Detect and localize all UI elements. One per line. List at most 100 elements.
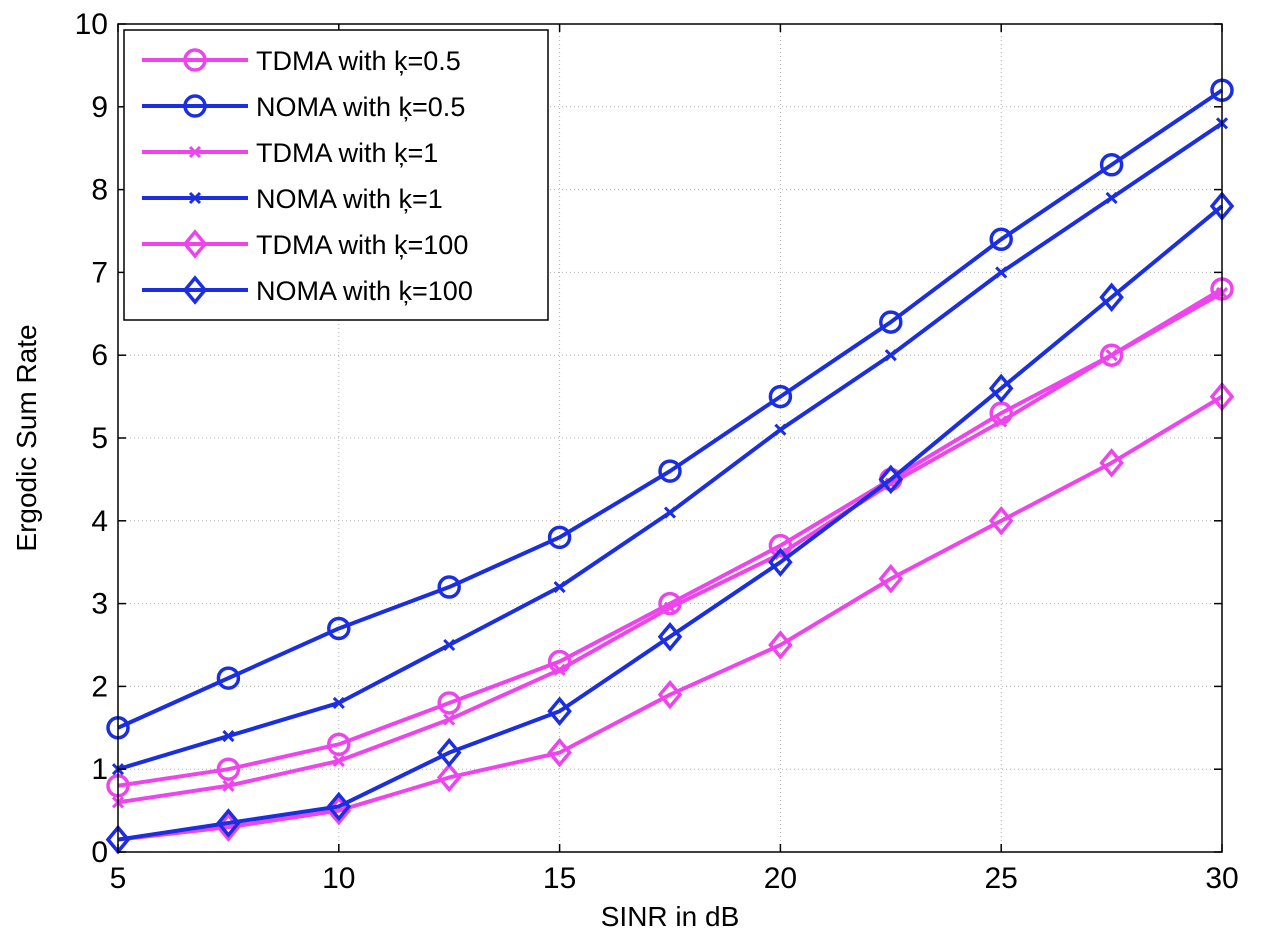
legend-label: NOMA with ķ=0.5	[256, 92, 465, 122]
data-point	[443, 713, 456, 726]
y-tick-label: 9	[91, 91, 108, 124]
ticks: 5 10 15 20 25 30 0 1 2 3 4 5 6 7 8 9 10	[75, 8, 1239, 895]
data-point	[436, 737, 462, 768]
data-point	[437, 691, 461, 715]
legend-item: TDMA with ķ=0.5	[142, 46, 461, 76]
x-marker-stroke	[553, 663, 566, 676]
data-point	[1099, 153, 1124, 177]
legend: TDMA with ķ=0.5 NOMA with ķ=0.5 TDMA with …	[123, 29, 549, 321]
y-tick-label: 4	[91, 505, 108, 538]
data-point	[326, 791, 352, 822]
data-point	[1099, 448, 1124, 478]
data-point	[663, 601, 677, 614]
x-marker-stroke	[774, 423, 787, 436]
data-point	[774, 423, 787, 436]
x-marker-stroke	[995, 266, 1008, 279]
x-marker-stroke	[332, 696, 345, 710]
data-point	[879, 310, 903, 334]
y-tick-label: 10	[75, 8, 108, 41]
y-tick-label: 8	[91, 174, 108, 207]
data-point	[988, 373, 1014, 404]
data-point	[989, 227, 1013, 252]
y-tick-label: 2	[91, 670, 108, 703]
series-3	[111, 287, 1229, 809]
series-layer	[105, 78, 1235, 855]
data-point	[222, 730, 235, 743]
y-tick-label: 3	[91, 588, 108, 621]
data-point	[553, 580, 566, 594]
legend-label: TDMA with ķ=0.5	[256, 46, 461, 76]
series-line	[117, 204, 1224, 842]
legend-item: TDMA with ķ=1	[142, 138, 438, 168]
data-point	[878, 564, 904, 594]
x-marker-stroke	[188, 191, 202, 205]
data-point	[547, 737, 572, 768]
data-point	[995, 415, 1008, 428]
data-point	[663, 506, 677, 519]
x-marker-stroke	[1105, 349, 1118, 362]
data-point	[332, 696, 345, 710]
legend-marker	[182, 229, 208, 259]
series-line	[117, 88, 1224, 730]
series-line	[117, 287, 1224, 788]
legend-label: NOMA with ķ=100	[256, 276, 473, 306]
data-point	[995, 266, 1008, 279]
x-marker-stroke	[443, 713, 456, 726]
series-line	[117, 291, 1223, 805]
data-point	[547, 525, 572, 550]
data-point	[553, 663, 566, 676]
data-point	[222, 779, 235, 792]
legend-marker	[182, 275, 208, 305]
x-marker-stroke	[663, 506, 677, 519]
legend-item: TDMA with ķ=100	[142, 229, 468, 260]
series-4	[111, 117, 1229, 776]
legend-item: NOMA with ķ=1	[142, 184, 443, 214]
series-line	[117, 394, 1224, 842]
data-point	[216, 808, 241, 838]
y-tick-label: 6	[91, 339, 108, 372]
series-1	[106, 277, 1234, 798]
data-point	[1105, 191, 1118, 204]
x-marker-stroke	[1105, 191, 1118, 204]
x-tick-label: 25	[985, 862, 1018, 895]
legend-marker	[183, 94, 207, 118]
data-point	[547, 696, 572, 726]
x-marker-stroke	[774, 547, 787, 560]
legend-label: NOMA with ķ=1	[256, 184, 443, 214]
x-tick-label: 15	[543, 862, 576, 895]
data-point	[658, 459, 682, 483]
data-point	[657, 621, 683, 652]
x-tick-label: 30	[1205, 862, 1238, 895]
x-marker-stroke	[995, 415, 1008, 428]
y-tick-label: 1	[91, 753, 108, 786]
data-point	[216, 666, 241, 690]
x-tick-label: 5	[110, 862, 127, 895]
legend-label: TDMA with ķ=1	[256, 138, 438, 168]
data-point	[332, 754, 345, 767]
data-point	[657, 679, 683, 710]
data-point	[884, 349, 897, 362]
data-point	[436, 762, 462, 793]
legend-marker	[188, 191, 202, 205]
x-marker-stroke	[222, 779, 235, 792]
x-axis-label: SINR in dB	[601, 901, 740, 932]
data-point	[1105, 349, 1118, 362]
data-point	[327, 616, 351, 641]
data-point	[437, 575, 461, 599]
legend-item: NOMA with ķ=100	[142, 275, 473, 306]
y-axis-label: Ergodic Sum Rate	[11, 324, 42, 551]
x-marker-stroke	[663, 601, 677, 614]
x-marker-stroke	[553, 580, 566, 594]
legend-marker	[183, 48, 207, 72]
x-tick-label: 20	[764, 862, 797, 895]
data-point	[768, 630, 793, 660]
series-5	[105, 381, 1235, 855]
data-point	[443, 638, 456, 652]
x-marker-stroke	[188, 145, 202, 159]
data-point	[1099, 343, 1124, 367]
data-point	[768, 547, 793, 577]
legend-marker	[188, 145, 202, 159]
x-marker-stroke	[443, 638, 456, 652]
